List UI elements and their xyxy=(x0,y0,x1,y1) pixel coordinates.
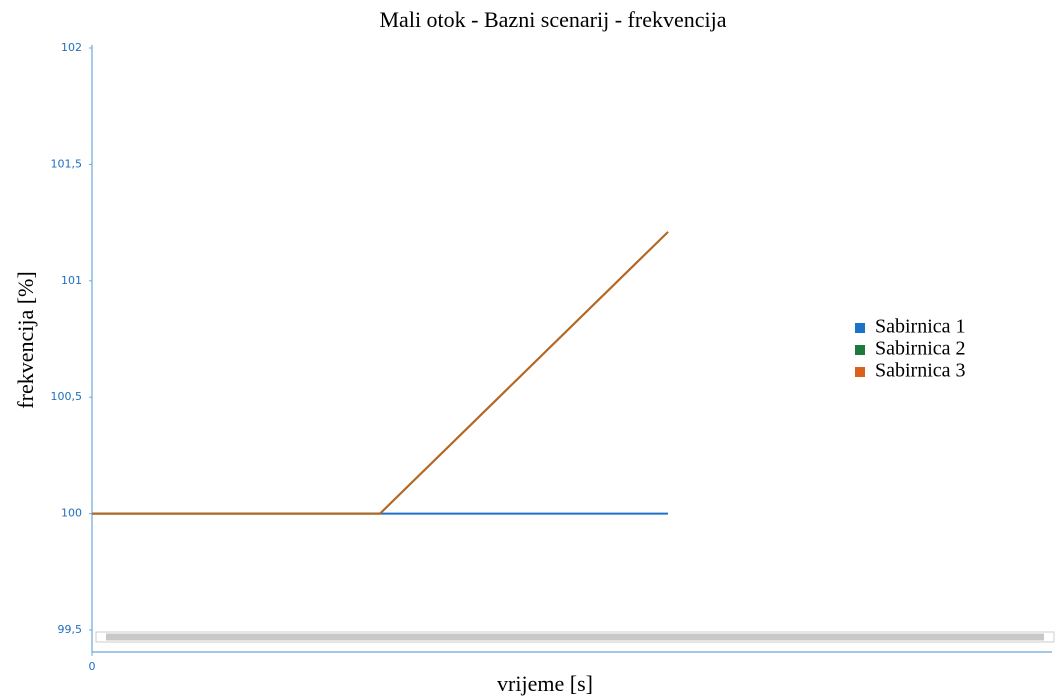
y-tick-label: 101 xyxy=(61,274,82,287)
scrollbar-thumb[interactable] xyxy=(106,633,1044,641)
y-tick-label: 100,5 xyxy=(51,390,83,403)
legend-swatch xyxy=(855,367,865,377)
series-line xyxy=(92,231,669,515)
legend-label: Sabirnica 3 xyxy=(875,360,966,382)
chart-title: Mali otok - Bazni scenarij - frekvencija xyxy=(380,7,727,32)
y-tick-label: 101,5 xyxy=(51,157,83,170)
x-tick-label: 0 xyxy=(89,660,96,673)
scrollbar[interactable] xyxy=(95,631,1055,643)
x-axis-label: vrijeme [s] xyxy=(497,671,593,696)
legend-swatch xyxy=(855,323,865,333)
series-line xyxy=(92,231,669,515)
y-axis-label: frekvencija [%] xyxy=(13,271,38,408)
y-tick-label: 100 xyxy=(61,507,82,520)
legend-label: Sabirnica 1 xyxy=(875,316,966,338)
legend-label: Sabirnica 2 xyxy=(875,338,966,360)
legend-swatch xyxy=(855,345,865,355)
y-tick-label: 99,5 xyxy=(58,623,83,636)
y-tick-label: 102 xyxy=(61,41,82,54)
